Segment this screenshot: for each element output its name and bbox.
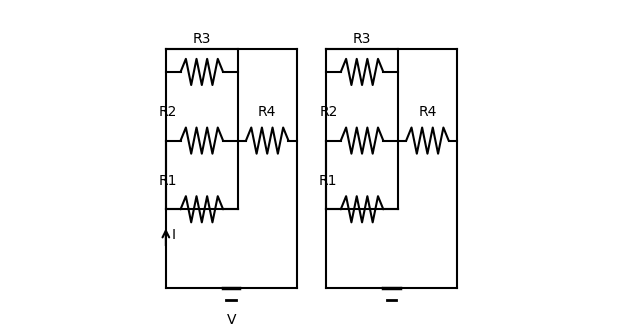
Text: R4: R4 — [418, 105, 437, 119]
Text: R3: R3 — [353, 32, 371, 46]
Text: R2: R2 — [319, 105, 337, 119]
Text: R1: R1 — [159, 174, 177, 188]
Text: R1: R1 — [319, 174, 337, 188]
Text: I: I — [172, 229, 176, 242]
Text: R2: R2 — [159, 105, 177, 119]
Text: R3: R3 — [193, 32, 211, 46]
Text: V: V — [227, 313, 236, 327]
Text: R4: R4 — [258, 105, 277, 119]
